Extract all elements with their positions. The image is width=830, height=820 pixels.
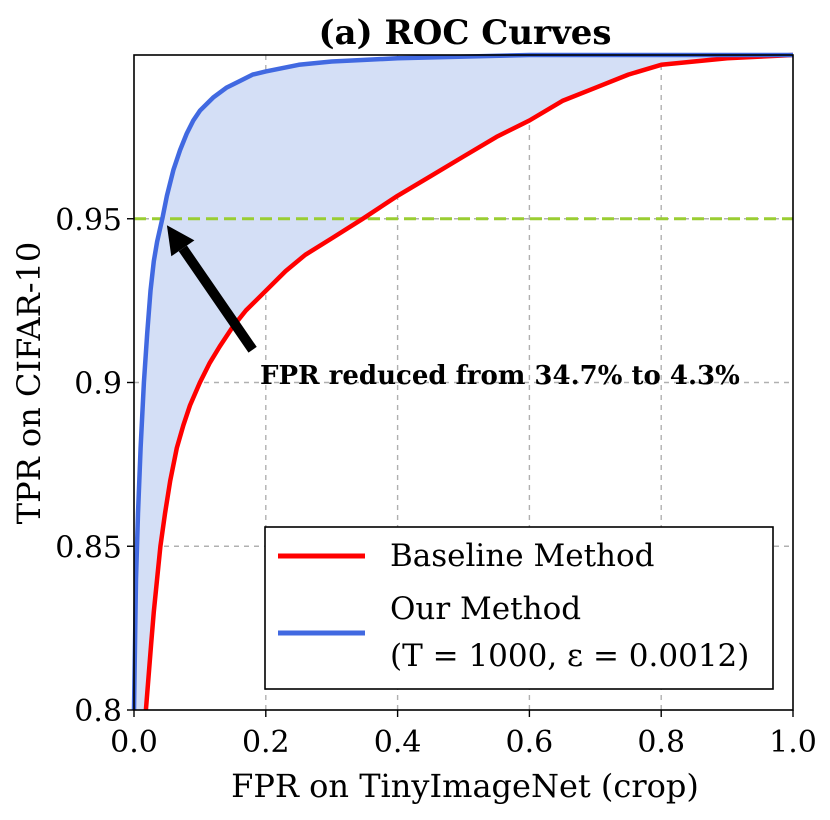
y-tick-label-0: 0.8	[74, 694, 122, 729]
y-axis-label: TPR on CIFAR-10	[10, 242, 48, 524]
x-axis-label: FPR on TinyImageNet (crop)	[231, 767, 699, 805]
legend: Baseline Method Our Method (T = 1000, ε …	[264, 526, 774, 690]
annotation: FPR reduced from 34.7% to 4.3%	[166, 225, 740, 391]
legend-label-baseline: Baseline Method	[390, 538, 655, 574]
legend-label-our-method: Our Method	[390, 591, 581, 627]
annotation-arrow-head	[166, 225, 195, 257]
y-tick-label-3: 0.95	[55, 203, 122, 238]
x-tick-label-3: 0.6	[506, 725, 554, 760]
y-ticks: 0.8 0.85 0.9 0.95	[55, 203, 134, 729]
x-tick-label-5: 1.0	[769, 725, 817, 760]
y-tick-label-2: 0.9	[74, 367, 122, 402]
annotation-arrow-shaft	[178, 245, 257, 353]
x-ticks: 0.0 0.2 0.4 0.6 0.8 1.0	[110, 710, 817, 760]
legend-label-our-method-params: (T = 1000, ε = 0.0012)	[390, 638, 749, 674]
x-tick-label-0: 0.0	[110, 725, 158, 760]
x-tick-label-2: 0.4	[374, 725, 422, 760]
x-tick-label-1: 0.2	[242, 725, 290, 760]
series-layer	[131, 52, 794, 711]
x-tick-label-4: 0.8	[637, 725, 685, 760]
y-tick-label-1: 0.85	[55, 530, 122, 565]
series-line-our-method	[131, 52, 793, 711]
annotation-text: FPR reduced from 34.7% to 4.3%	[260, 361, 740, 391]
series-line-baseline	[143, 52, 794, 711]
chart-title: (a) ROC Curves	[318, 13, 611, 53]
